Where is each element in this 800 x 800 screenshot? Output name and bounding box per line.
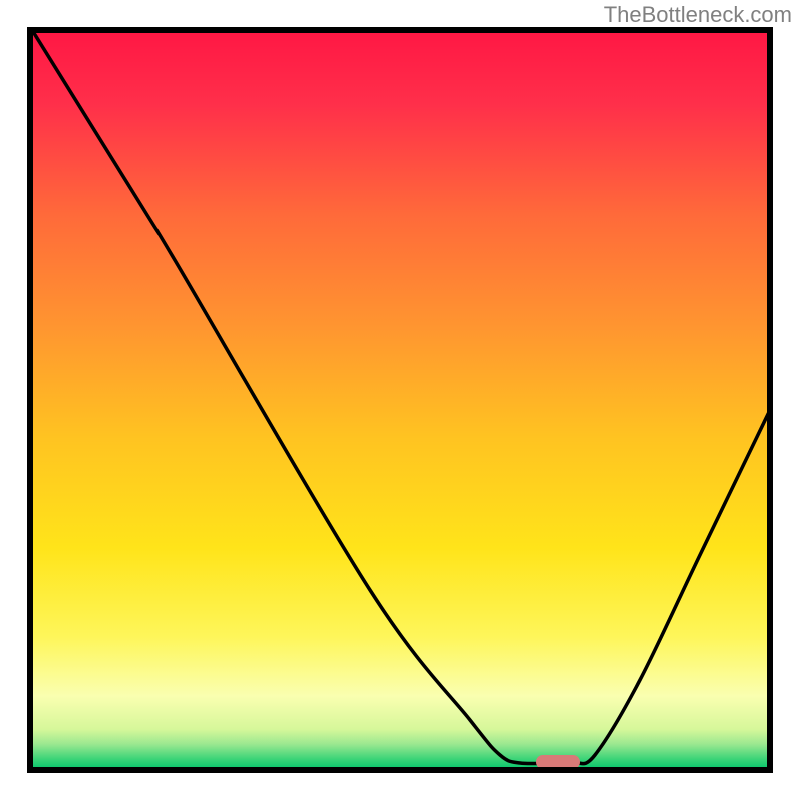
plot-background (30, 30, 770, 770)
chart-container: TheBottleneck.com (0, 0, 800, 800)
optimal-marker (536, 755, 580, 769)
chart-svg (0, 0, 800, 800)
watermark-text: TheBottleneck.com (604, 2, 792, 28)
